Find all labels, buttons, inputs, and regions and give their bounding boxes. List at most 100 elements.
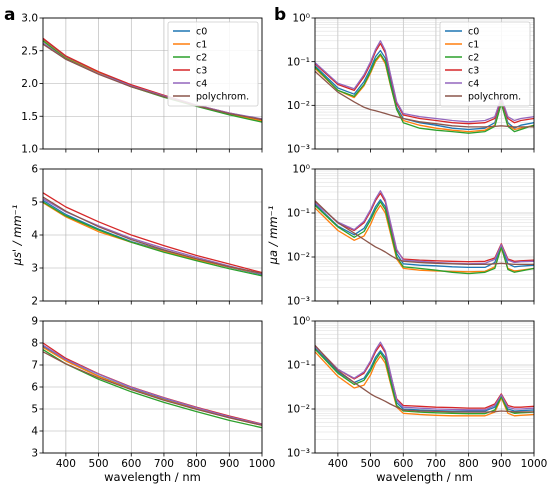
series-line-c4 [315,40,534,123]
legend-label: c4 [468,79,479,90]
y-tick-label: 10⁻³ [287,144,310,156]
x-tick-label: 400 [328,458,348,470]
axes-frame [314,17,535,150]
y-tick-label: 10⁻³ [287,448,310,460]
x-tick-label: 400 [56,458,76,470]
series-group [315,190,534,275]
series-line-c1 [315,351,534,417]
y-tick-label: 10⁻³ [287,296,310,308]
axes-frame [314,168,535,302]
legend: c0 c1 c2 c3 c4 polychrom. [439,21,531,107]
series-line-c4 [315,190,534,265]
y-tick-label: 3 [31,448,38,460]
x-tick-label: 900 [491,458,511,470]
y-tick-label: 10⁻² [287,252,310,264]
y-tick-label: 5 [31,404,38,416]
y-tick-label: 5 [31,197,38,209]
grid [315,321,535,454]
x-tick-label: 700 [426,458,446,470]
series-group [315,40,534,134]
panel-letter-b: b [274,5,286,25]
series-line-polychrom [43,196,262,274]
y-tick-label: 10⁻² [287,404,310,416]
y-tick-label: 6 [31,164,38,176]
x-tick-label: 800 [187,458,207,470]
x-axis-label: wavelength / nm [376,470,473,484]
grid [43,168,263,302]
legend-label: c0 [468,27,479,38]
y-tick-label: 7 [31,360,38,372]
legend-label: c3 [468,66,479,77]
series-line-polychrom [315,70,534,128]
legend-label: c4 [196,79,207,90]
series-group [43,192,262,277]
grid [43,320,263,454]
y-tick-label: 2 [31,296,38,308]
series-line-c0 [315,199,534,269]
legend-box [439,21,531,107]
y-tick-label: 2.0 [21,78,38,90]
y-tick-label: 3.0 [21,13,38,25]
y-tick-label: 10⁰ [292,316,310,328]
y-tick-label: 1.5 [21,111,38,123]
legend-label: c2 [468,53,479,64]
legend-label: polychrom. [468,92,521,103]
y-axis-label: μa / mm⁻¹ [266,206,280,266]
y-tick-label: 10⁻² [287,100,310,112]
x-tick-label: 1000 [521,458,548,470]
series-line-polychrom [315,344,534,413]
plot-a-mid: 2 3 4 5 6 μs' / mm⁻¹ [10,164,263,308]
y-tick-label: 9 [31,316,38,328]
y-tick-label: 4 [31,426,38,438]
y-tick-label: 4 [31,230,38,242]
series-line-polychrom [43,351,262,426]
series-line-c2 [315,201,534,275]
legend-label: c3 [196,66,207,77]
legend-label: polychrom. [196,92,249,103]
series-line-c2 [315,53,534,134]
y-tick-label: 10⁻¹ [287,208,310,220]
grid [315,169,535,302]
y-tick-label: 10⁻¹ [287,56,310,68]
series-line-c2 [43,201,262,277]
panel-letter-a: a [4,5,15,25]
y-tick-label: 10⁰ [292,164,310,176]
x-tick-label: 600 [393,458,413,470]
series-line-c4 [315,341,534,411]
x-axis-label: wavelength / nm [104,470,201,484]
x-tick-label: 600 [121,458,141,470]
y-tick-label: 10⁰ [292,13,310,25]
y-tick-label: 3 [31,263,38,275]
y-tick-label: 2.5 [21,45,38,57]
plot-b-mid: 10⁻³ 10⁻² 10⁻¹ 10⁰ μa / mm⁻¹ [266,164,535,308]
y-tick-label: 1.0 [21,144,38,156]
legend-box [167,21,259,107]
y-tick-label: 8 [31,338,38,350]
legend-label: c0 [196,27,207,38]
y-tick-label: 10⁻¹ [287,360,310,372]
plot-b-bot: 400 500 600 700 800 900 1000 10⁻³ 10⁻² 10⁻¹ 10⁰ wav… [287,316,547,484]
x-tick-label: 700 [154,458,174,470]
series-group [43,342,262,429]
y-axis-label: μs' / mm⁻¹ [10,205,24,267]
series-group [315,341,534,417]
x-tick-label: 1000 [249,458,276,470]
series-line-polychrom [315,200,534,266]
axes-frame [314,320,535,454]
plot-a-top: 1.0 1.5 2.0 2.5 3.0 c0 c1 c2 c3 c4 polychrom. [21,13,263,156]
legend-label: c1 [196,40,207,51]
series-line-c4 [43,344,262,426]
legend: c0 c1 c2 c3 c4 polychrom. [167,21,259,107]
plot-a-bot: 400 500 600 700 800 900 1000 3 4 5 6 7 8 9 wavelength … [31,316,275,484]
plot-b-top: 10⁻³ 10⁻² 10⁻¹ 10⁰ c0 c1 c2 c3 c4 polychrom. [287,13,535,156]
series-line-polychrom [43,43,262,121]
series-group [43,37,262,123]
x-tick-label: 500 [361,458,381,470]
series-line-c2 [315,348,534,415]
x-tick-label: 800 [459,458,479,470]
x-tick-label: 500 [89,458,109,470]
legend-label: c2 [196,53,207,64]
x-tick-label: 900 [219,458,239,470]
series-line-c3 [43,192,262,274]
